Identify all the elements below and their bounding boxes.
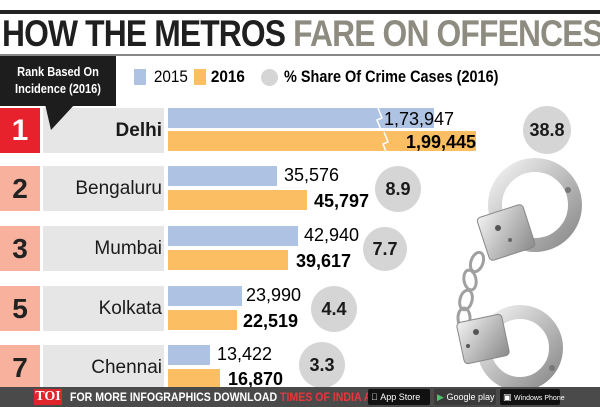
chart-title: HOW THE METROS FARE ON OFFENCES (2, 12, 600, 56)
bar-2015 (168, 166, 277, 186)
bar-2016 (168, 131, 476, 151)
legend-swatch-2015 (134, 69, 146, 85)
top-rule (0, 10, 600, 14)
city-name: Mumbai (94, 238, 162, 259)
bar-2016 (168, 190, 307, 210)
value-2015: 42,940 (304, 225, 360, 245)
windows-phone-label: Windows Phone (514, 395, 565, 402)
bar-2015 (168, 226, 298, 246)
bar-2015 (168, 286, 242, 306)
value-2016: 39,617 (296, 251, 352, 271)
rank-label: Rank Based On Incidence (2016) (0, 56, 116, 106)
google-play-label: Google play (446, 392, 495, 402)
value-2015: 1,73,947 (384, 109, 455, 129)
rank-box: 3 (0, 226, 40, 271)
legend-swatch-2016 (193, 69, 206, 85)
footer-promo-text: FOR MORE INFOGRAPHICS DOWNLOAD (70, 390, 278, 404)
value-2016: 22,519 (243, 311, 299, 331)
apple-icon:  (371, 392, 378, 402)
app-store-label: App Store (371, 392, 420, 402)
bar-2015 (168, 108, 434, 128)
city-label: Kolkata (43, 286, 164, 331)
legend: 2015 2016 % Share Of Crime Cases (2016) (134, 66, 536, 88)
title-underline (0, 54, 600, 56)
legend-label-share: % Share Of Crime Cases (2016) (283, 67, 499, 86)
footer-promo: FOR MORE INFOGRAPHICS DOWNLOAD TIMES OF … (70, 388, 385, 406)
bar-2016 (168, 310, 237, 330)
footer-app-name[interactable]: TIMES OF INDIA APP (280, 390, 386, 404)
toi-logo: TOI (34, 389, 62, 405)
share-circle: 38.8 (523, 106, 571, 154)
share-circle: 8.9 (375, 166, 421, 212)
value-2015: 13,422 (217, 344, 273, 364)
bar-2015 (168, 345, 210, 365)
city-name: Delhi (115, 120, 162, 141)
windows-phone-badge[interactable]: ▣ Windows Phone (500, 389, 565, 405)
legend-label-2015: 2015 (153, 67, 188, 86)
city-label: Chennai (43, 345, 164, 390)
share-circle: 3.3 (299, 342, 345, 388)
share-circle: 7.7 (363, 227, 407, 271)
title-part-2: FARE ON OFFENCES (293, 13, 600, 54)
value-2015: 35,576 (284, 165, 340, 185)
axis-break-icon (376, 107, 389, 155)
play-icon: ▶ (437, 392, 444, 402)
legend-swatch-share (260, 68, 278, 86)
rank-label-line2: Incidence (2016) (15, 81, 101, 96)
value-2016: 1,99,445 (406, 132, 477, 152)
share-circle: 4.4 (311, 286, 357, 332)
value-2016: 45,797 (314, 191, 370, 211)
city-name: Kolkata (98, 298, 162, 319)
city-name: Bengaluru (75, 178, 162, 199)
handcuffs-icon (456, 158, 582, 390)
city-name: Chennai (91, 357, 162, 378)
title-part-1: HOW THE METROS (2, 13, 286, 54)
callout-tail (45, 104, 75, 130)
rank-box: 5 (0, 286, 40, 331)
value-2016: 16,870 (228, 369, 284, 389)
city-label: Mumbai (43, 226, 164, 271)
windows-store-icon: ▣ (503, 392, 512, 402)
bar-2016 (168, 250, 288, 270)
google-play-badge[interactable]: ▶ Google play (434, 389, 496, 405)
bar-2016 (168, 369, 220, 389)
rank-box: 1 (0, 108, 40, 153)
rank-box: 2 (0, 166, 40, 211)
app-store-badge[interactable]:  App Store (368, 389, 430, 405)
legend-label-2016: 2016 (210, 67, 245, 86)
value-2015: 23,990 (246, 285, 302, 305)
rank-box: 7 (0, 345, 40, 390)
rank-label-line1: Rank Based On (17, 64, 99, 79)
city-label: Bengaluru (43, 166, 164, 211)
